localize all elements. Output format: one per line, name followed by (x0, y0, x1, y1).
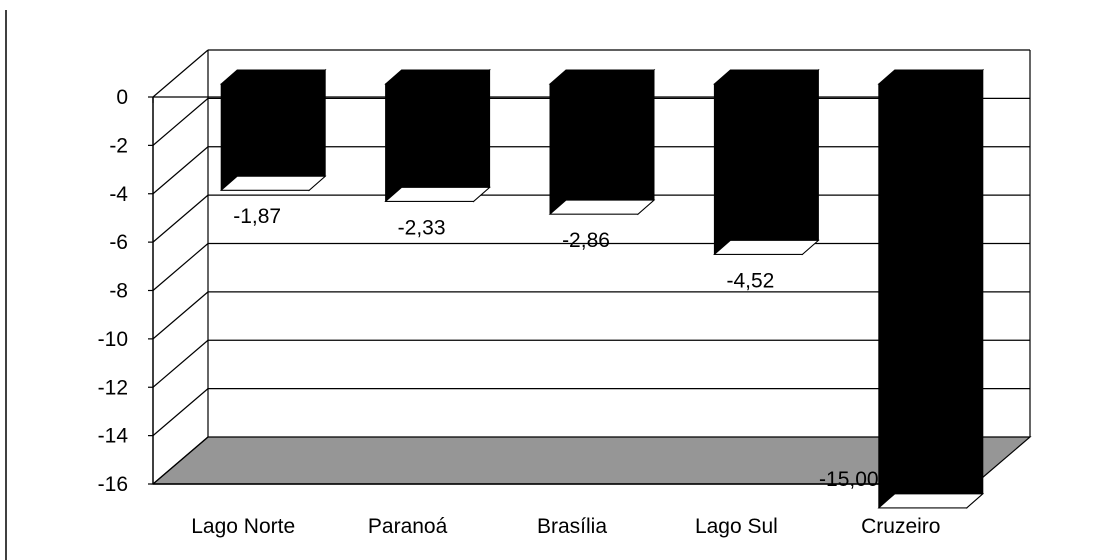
side-gridline (152, 388, 209, 437)
bar (877, 68, 985, 509)
x-tick-label: Lago Sul (695, 515, 778, 538)
bar-top-face (713, 69, 820, 85)
bar-top-face (384, 69, 491, 85)
bar-front-face (878, 83, 968, 509)
bar-side-face (308, 68, 326, 192)
x-tick-label: Brasília (537, 515, 607, 538)
bar-side-face (801, 68, 819, 256)
side-gridline (152, 243, 209, 291)
bar-side-face (966, 68, 984, 509)
bar-bottom-face (877, 493, 985, 509)
bar-bottom-face (548, 199, 656, 215)
bar-bottom-face (384, 186, 491, 202)
x-tick-label: Cruzeiro (861, 515, 940, 538)
bar-top-face (219, 69, 327, 85)
bar-bottom-face (219, 175, 327, 191)
data-label: -4,52 (726, 269, 774, 292)
side-gridline (152, 436, 209, 485)
bar-bottom-face (713, 239, 820, 255)
bar-front-face (385, 83, 475, 202)
data-label: -2,33 (398, 216, 446, 239)
data-label: -15,00 (819, 468, 879, 491)
bar-top-face (548, 69, 656, 85)
bar (219, 68, 327, 192)
bar-front-face (220, 83, 310, 191)
side-gridline (152, 291, 209, 340)
y-tick-label: -4 (109, 183, 128, 206)
side-gridline (152, 194, 209, 243)
x-tick-label: Paranoá (368, 515, 448, 538)
bar-side-face (473, 68, 491, 203)
y-tick-label: -2 (109, 134, 128, 157)
y-tick-label: -6 (109, 231, 128, 254)
bar-top-face (877, 69, 985, 85)
bar-front-face (549, 83, 639, 215)
bar-front-face (713, 83, 803, 255)
bar (384, 68, 491, 203)
bar (548, 68, 656, 216)
y-tick-label: -14 (98, 425, 129, 448)
data-label: -1,87 (233, 205, 281, 228)
y-tick-label: -16 (98, 473, 128, 496)
y-tick-label: -12 (98, 376, 128, 399)
side-gridline (152, 146, 209, 195)
y-tick-label: 0 (116, 86, 128, 109)
side-gridline (152, 49, 209, 98)
side-gridline (152, 97, 209, 146)
y-tick-label: -8 (109, 280, 128, 303)
x-tick-label: Lago Norte (191, 515, 295, 538)
y-tick-label: -10 (98, 328, 128, 351)
bar (713, 68, 820, 256)
data-label: -2,86 (562, 229, 610, 252)
bar-side-face (637, 68, 655, 216)
side-gridline (152, 339, 209, 388)
